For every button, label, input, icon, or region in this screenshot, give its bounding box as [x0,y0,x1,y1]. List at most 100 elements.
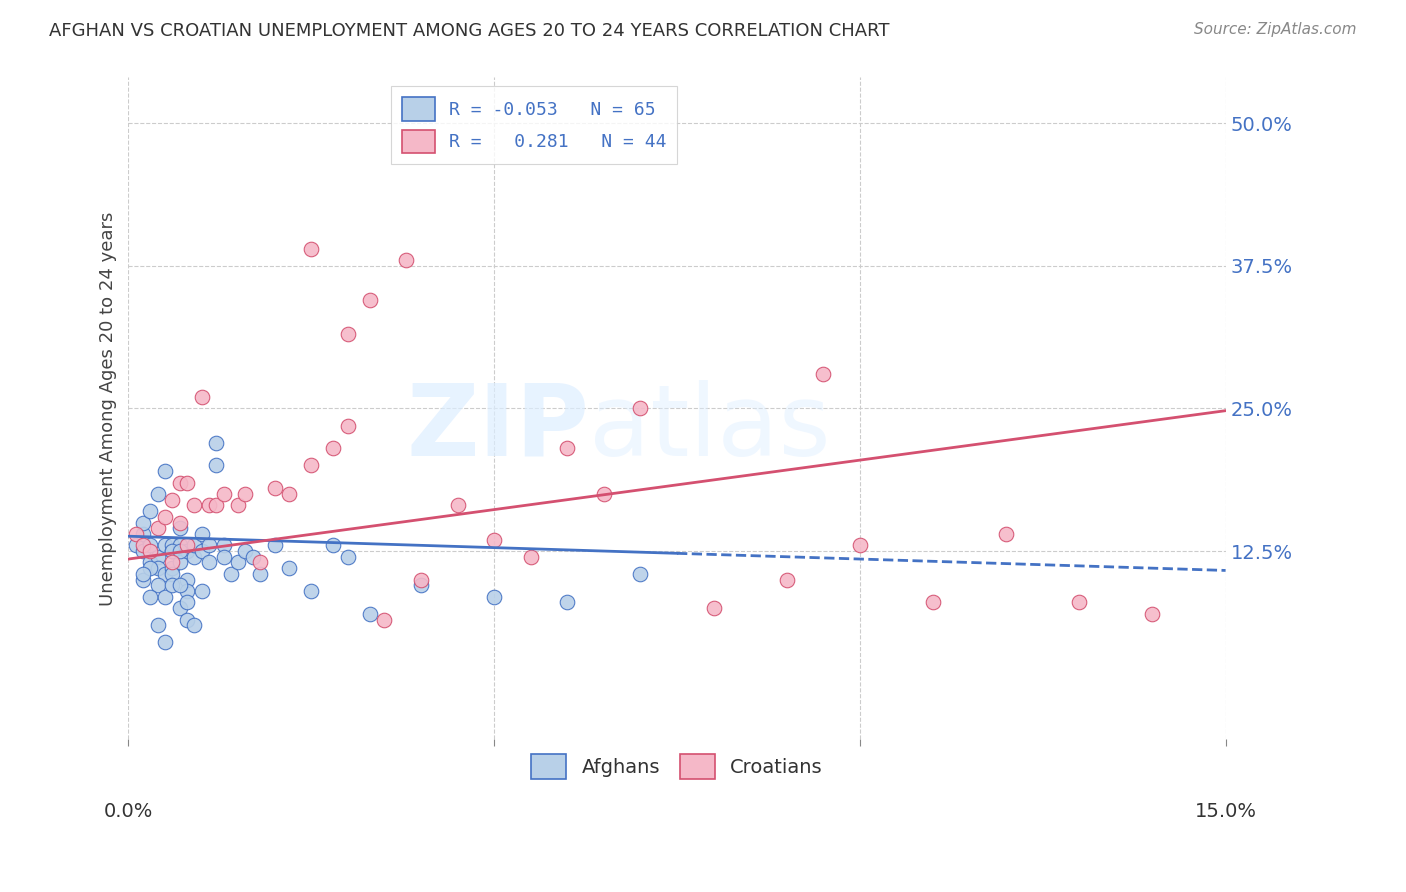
Point [162,544,184,558]
Point [169,544,191,558]
Point [299,584,322,599]
Point [132,516,155,530]
Point [146,487,169,501]
Point [555,595,578,609]
Point [219,566,242,581]
Point [249,566,271,581]
Point [190,527,212,541]
Point [176,584,198,599]
Point [205,435,228,450]
Point [169,521,191,535]
Point [1069,595,1091,609]
Point [263,538,285,552]
Point [146,521,169,535]
Point [139,538,162,552]
Point [132,566,155,581]
Point [630,566,652,581]
Point [555,442,578,456]
Point [169,578,191,592]
Point [139,556,162,570]
Point [198,538,221,552]
Point [153,464,176,478]
Point [359,293,381,307]
Point [212,487,235,501]
Point [226,556,249,570]
Point [373,613,395,627]
Text: AFGHAN VS CROATIAN UNEMPLOYMENT AMONG AGES 20 TO 24 YEARS CORRELATION CHART: AFGHAN VS CROATIAN UNEMPLOYMENT AMONG AG… [49,22,890,40]
Point [176,538,198,552]
Point [162,538,184,552]
Point [176,613,198,627]
Point [849,538,872,552]
Point [249,556,271,570]
Point [205,458,228,473]
Point [139,544,162,558]
Point [190,584,212,599]
Point [162,578,184,592]
Point [212,538,235,552]
Legend: Afghans, Croatians: Afghans, Croatians [522,745,832,789]
Point [336,549,359,564]
Point [482,590,505,604]
Point [703,601,725,615]
Point [153,590,176,604]
Point [776,573,799,587]
Point [125,527,148,541]
Point [278,487,301,501]
Point [169,538,191,552]
Point [125,538,148,552]
Point [198,499,221,513]
Point [162,544,184,558]
Point [169,601,191,615]
Point [162,566,184,581]
Point [395,253,418,268]
Text: 15.0%: 15.0% [1195,802,1257,822]
Point [132,573,155,587]
Point [132,527,155,541]
Point [409,578,432,592]
Point [183,538,205,552]
Point [169,516,191,530]
Point [176,544,198,558]
Point [162,561,184,575]
Point [153,566,176,581]
Point [198,556,221,570]
Point [263,481,285,495]
Point [235,544,257,558]
Y-axis label: Unemployment Among Ages 20 to 24 years: Unemployment Among Ages 20 to 24 years [100,211,117,606]
Point [169,475,191,490]
Point [519,549,541,564]
Point [153,635,176,649]
Point [176,573,198,587]
Point [482,533,505,547]
Point [322,538,344,552]
Point [139,561,162,575]
Point [278,561,301,575]
Point [132,544,155,558]
Text: Source: ZipAtlas.com: Source: ZipAtlas.com [1194,22,1357,37]
Point [593,487,616,501]
Point [212,549,235,564]
Point [359,607,381,621]
Point [409,573,432,587]
Point [299,458,322,473]
Point [162,556,184,570]
Point [190,544,212,558]
Point [446,499,468,513]
Point [183,499,205,513]
Point [205,499,228,513]
Point [176,595,198,609]
Point [630,401,652,416]
Point [153,509,176,524]
Point [1142,607,1164,621]
Point [183,618,205,632]
Text: atlas: atlas [589,380,831,476]
Point [995,527,1018,541]
Point [139,590,162,604]
Text: ZIP: ZIP [406,380,589,476]
Point [299,242,322,256]
Text: 0.0%: 0.0% [104,802,153,822]
Point [226,499,249,513]
Point [132,538,155,552]
Point [336,418,359,433]
